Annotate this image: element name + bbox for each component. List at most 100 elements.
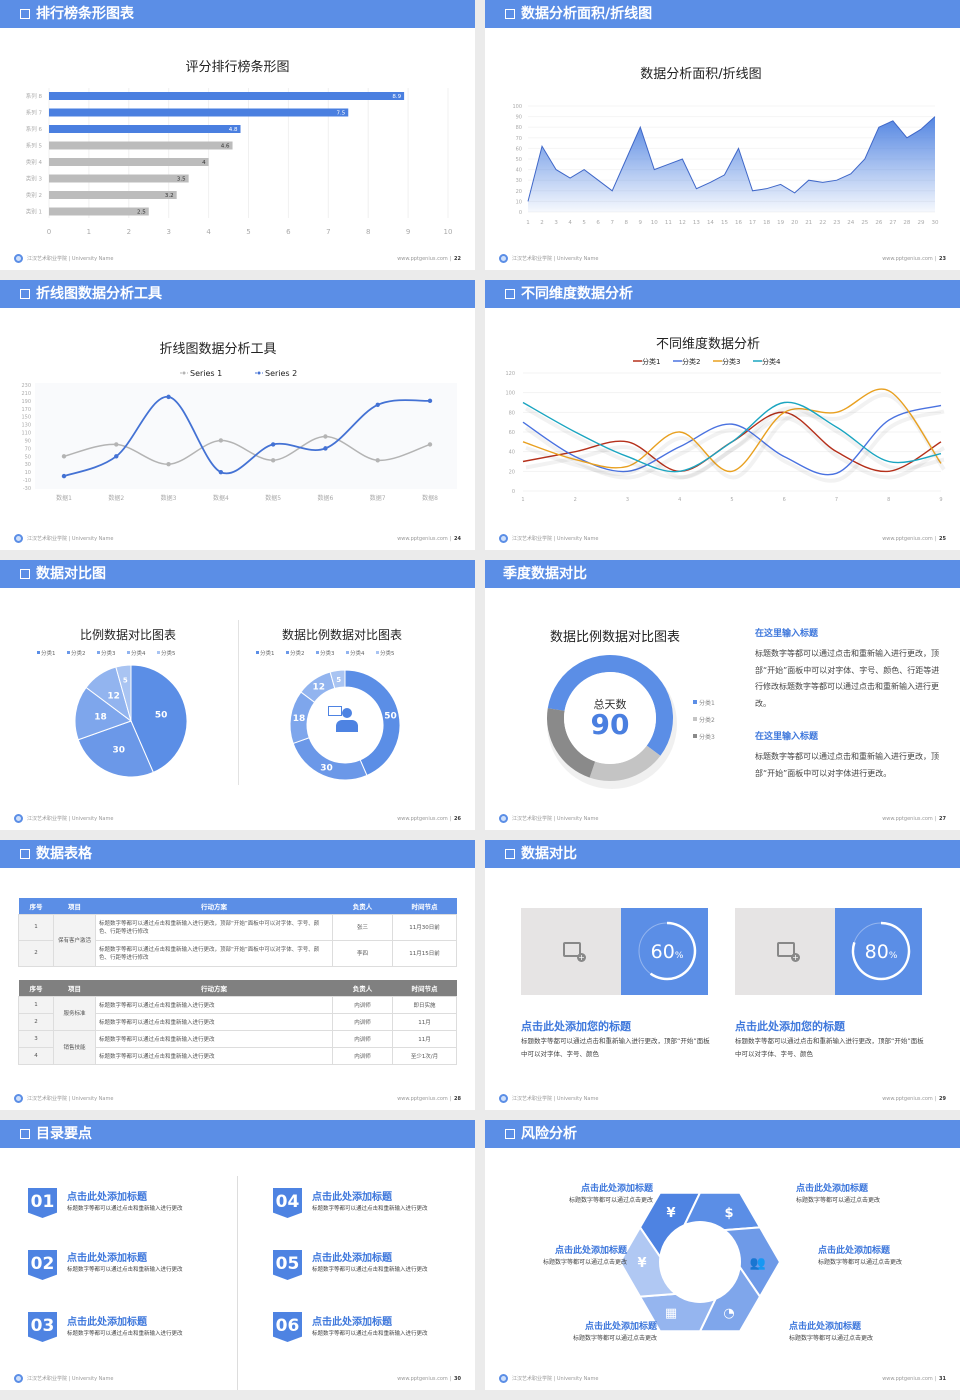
y-tick-label: 60 <box>509 430 515 436</box>
footer-school: 江汉艺术职业学院 | University Name <box>512 1096 599 1102</box>
x-tick-label: 6 <box>596 220 600 226</box>
footer: 江汉艺术职业学院 | University Name www.pptgenius.… <box>14 533 461 545</box>
slide-title: 折线图数据分析工具 <box>36 286 162 302</box>
toc-number: 05 <box>273 1250 302 1280</box>
table-row: 1 保有客户激活 标题数字等都可以通过点击和重新输入进行更改，顶部“开始”面板中可以… <box>18 913 457 967</box>
x-tick-label: 数据5 <box>265 494 281 502</box>
series-line <box>522 388 942 473</box>
toc-title[interactable]: 点击此处添加标题 <box>67 1317 147 1328</box>
toc-title[interactable]: 点击此处添加标题 <box>312 1317 392 1328</box>
footer: 江汉艺术职业学院 | University Name www.pptgenius.… <box>14 1373 461 1385</box>
toc-title[interactable]: 点击此处添加标题 <box>67 1192 147 1203</box>
checkbox-icon <box>20 9 30 19</box>
checkbox-icon <box>20 569 30 579</box>
table-header-row: 序号 项目 行动方案 负责人 时间节点 <box>18 980 457 996</box>
coins-icon: $ <box>724 1206 733 1221</box>
legend-marker <box>286 651 289 654</box>
toc-title[interactable]: 点击此处添加标题 <box>312 1253 392 1264</box>
x-tick-label: 6 <box>286 228 291 236</box>
donut-segment <box>589 745 661 781</box>
legend-label: 分类1 <box>260 649 275 657</box>
category-label: 类别 3 <box>26 175 43 183</box>
toc-title[interactable]: 点击此处添加标题 <box>312 1192 392 1203</box>
legend-label: 分类3 <box>722 357 740 366</box>
center-value: 90 <box>591 708 630 741</box>
slide-risk-analysis: 风险分析 ¥ $ 👥 ◔ ▦ ¥ 点击此处添加标题 标题数字等都可以通过点击更改 点击此处… <box>485 1120 960 1390</box>
footer-url: www.pptgenius.com <box>397 1376 448 1382</box>
slice-label: 5 <box>123 676 128 684</box>
toc-text: 标题数字等都可以通过点击和重新输入进行更改 <box>312 1206 428 1212</box>
legend-marker <box>693 700 697 704</box>
image-placeholder[interactable] <box>735 908 835 995</box>
legend-marker <box>346 651 349 654</box>
risk-title[interactable]: 点击此处添加标题 <box>818 1246 891 1256</box>
x-tick-label: 29 <box>917 220 924 226</box>
toc-text: 标题数字等都可以通过点击和重新输入进行更改 <box>312 1331 428 1337</box>
legend-label: Series 2 <box>265 369 297 378</box>
cell-owner: 内训师 <box>332 1012 393 1031</box>
risk-title[interactable]: 点击此处添加标题 <box>789 1322 862 1332</box>
y-tick-label: 80 <box>509 410 515 416</box>
y-tick-label: 30 <box>516 178 522 184</box>
footer-school: 江汉艺术职业学院 | University Name <box>512 816 599 822</box>
bar <box>49 108 349 117</box>
legend-dot <box>257 371 261 375</box>
risk-title[interactable]: 点击此处添加标题 <box>580 1184 653 1194</box>
y-tick-label: 100 <box>505 391 515 397</box>
bar <box>49 92 405 100</box>
data-point <box>375 458 380 463</box>
card-title: 点击此处添加您的标题 <box>521 1020 631 1033</box>
school-logo <box>14 254 23 263</box>
cell-time: 11月15日前 <box>392 939 457 967</box>
x-tick-label: 23 <box>833 220 840 226</box>
slide-header: 数据表格 <box>0 840 475 868</box>
x-tick-label: 10 <box>444 228 453 236</box>
legend-label: 分类4 <box>350 649 365 657</box>
action-table-2: 序号 项目 行动方案 负责人 时间节点 1 服务标准 标题数字等都可以通过点击和重新输入进行… <box>18 980 457 1065</box>
data-label: 7.5 <box>337 111 346 117</box>
school-logo <box>14 1374 23 1383</box>
legend-marker <box>97 651 100 654</box>
pie-title: 比例数据对比图表 <box>79 628 176 642</box>
slide-title: 数据分析面积/折线图 <box>521 6 653 22</box>
money-bag-icon: ¥ <box>666 1206 675 1221</box>
legend-marker <box>693 717 697 721</box>
slice <box>130 664 188 774</box>
x-tick-label: 30 <box>932 220 939 226</box>
image-add-icon[interactable] <box>777 942 800 962</box>
progress-unit: % <box>889 951 898 961</box>
item-title: 在这里输入标题 <box>755 732 819 742</box>
legend-marker <box>256 651 259 654</box>
page-number: 26 <box>454 816 461 822</box>
risk-text: 标题数字等都可以通过点击更改 <box>796 1197 881 1204</box>
progress-arc <box>851 921 911 981</box>
x-tick-label: 9 <box>939 497 942 503</box>
donut-hole <box>564 672 656 764</box>
footer-school: 江汉艺术职业学院 | University Name <box>512 536 599 542</box>
risk-text: 标题数字等都可以通过点击更改 <box>572 1335 657 1342</box>
plot-area <box>35 383 457 489</box>
toc-title[interactable]: 点击此处添加标题 <box>67 1253 147 1264</box>
legend-label: 分类3 <box>101 649 116 657</box>
table-row: 1 服务标准 标题数字等都可以通过点击和重新输入进行更改 内训师 即日实施 <box>18 995 457 1031</box>
col-header: 序号 <box>18 898 54 914</box>
y-tick-label: 90 <box>516 115 522 121</box>
divider <box>237 1176 238 1390</box>
image-add-icon[interactable] <box>563 942 586 962</box>
slide-multi-line-chart: 不同维度数据分析 不同维度数据分析 0 20 40 60 80 100 120 1 2 3 4 5 6 7… <box>485 280 960 550</box>
x-tick-label: 3 <box>554 220 558 226</box>
page-number: 22 <box>454 256 461 262</box>
data-point <box>61 454 67 459</box>
risk-title[interactable]: 点击此处添加标题 <box>554 1246 627 1256</box>
risk-title[interactable]: 点击此处添加标题 <box>796 1184 869 1194</box>
page-number: 31 <box>939 1376 946 1382</box>
image-placeholder[interactable] <box>521 908 621 995</box>
toc-text: 标题数字等都可以通过点击和重新输入进行更改 <box>67 1206 183 1212</box>
x-tick-label: 7 <box>835 497 838 503</box>
toc-text: 标题数字等都可以通过点击和重新输入进行更改 <box>312 1267 428 1273</box>
building-icon: ▦ <box>665 1306 677 1321</box>
risk-title[interactable]: 点击此处添加标题 <box>584 1322 657 1332</box>
school-logo <box>14 1094 23 1103</box>
x-tick-label: 数据2 <box>108 494 124 502</box>
data-label: 8.9 <box>392 94 401 100</box>
